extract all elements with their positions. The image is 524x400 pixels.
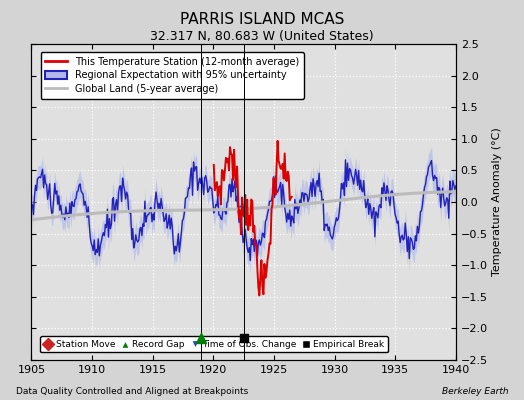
Text: Berkeley Earth: Berkeley Earth [442, 387, 508, 396]
Y-axis label: Temperature Anomaly (°C): Temperature Anomaly (°C) [492, 128, 502, 276]
Legend: Station Move, Record Gap, Time of Obs. Change, Empirical Break: Station Move, Record Gap, Time of Obs. C… [40, 336, 388, 352]
Text: Data Quality Controlled and Aligned at Breakpoints: Data Quality Controlled and Aligned at B… [16, 387, 248, 396]
Text: PARRIS ISLAND MCAS: PARRIS ISLAND MCAS [180, 12, 344, 27]
Text: 32.317 N, 80.683 W (United States): 32.317 N, 80.683 W (United States) [150, 30, 374, 43]
